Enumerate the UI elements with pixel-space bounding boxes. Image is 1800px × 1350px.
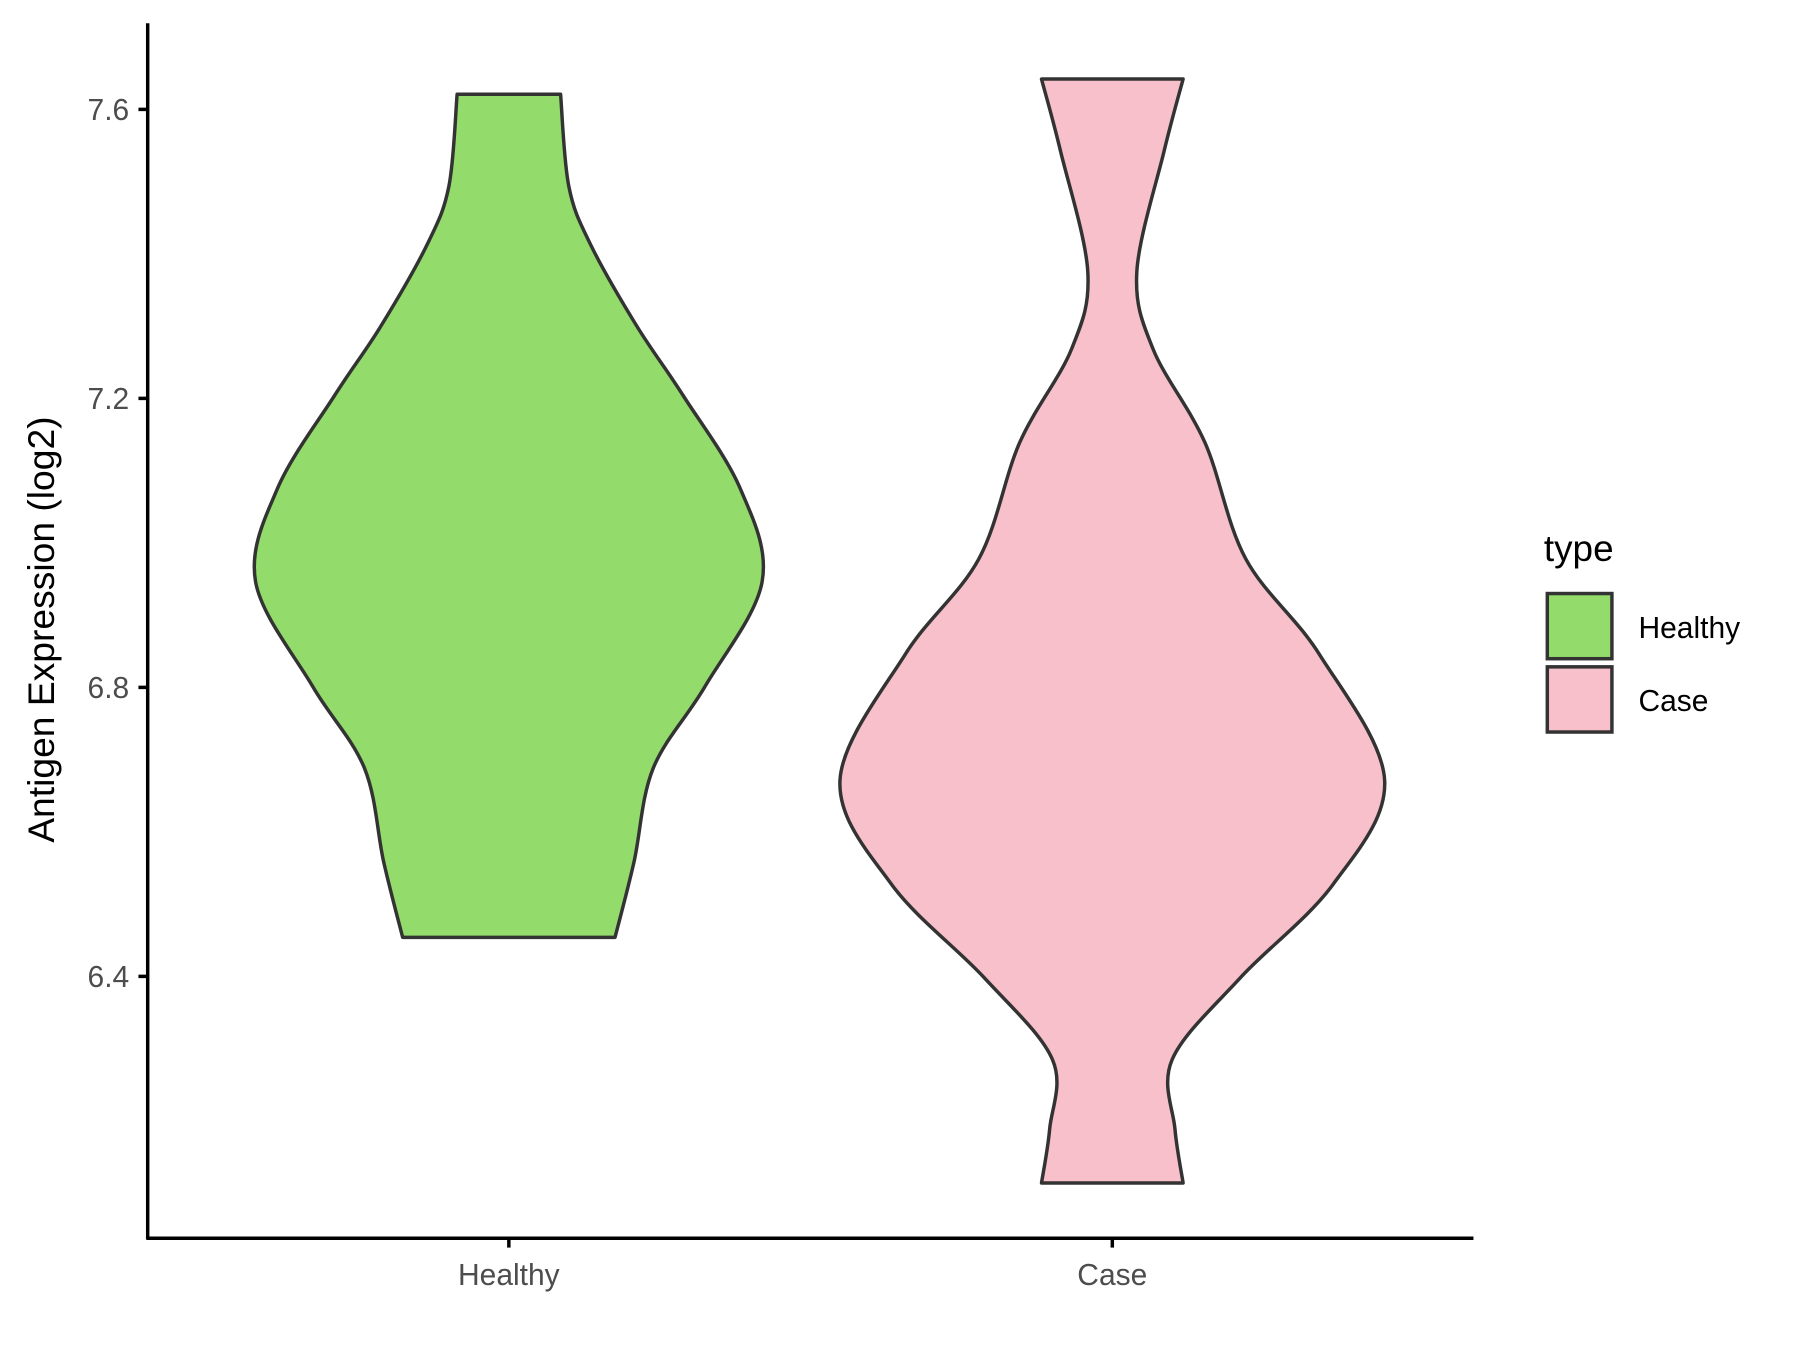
legend-label-case: Case [1638,685,1708,718]
y-tick-label: 7.2 [88,383,130,416]
y-tick-label: 6.8 [88,672,130,705]
legend: type Healthy Case [1544,527,1740,734]
x-ticks: Healthy Case [458,1238,1147,1292]
y-tick-label: 6.4 [88,961,130,994]
legend-title: type [1544,527,1614,569]
legend-label-healthy: Healthy [1638,612,1740,645]
y-tick-label: 7.6 [88,94,130,127]
y-ticks: 6.4 6.8 7.2 7.6 [88,94,148,994]
violins [252,77,1387,1185]
x-tick-label: Case [1077,1259,1147,1292]
violin-healthy [252,92,766,940]
x-tick-label: Healthy [458,1259,560,1292]
legend-key-case [1545,665,1614,734]
violin-case [838,77,1387,1185]
legend-key-healthy [1545,591,1614,661]
y-axis-title: Antigen Expression (log2) [20,416,62,842]
